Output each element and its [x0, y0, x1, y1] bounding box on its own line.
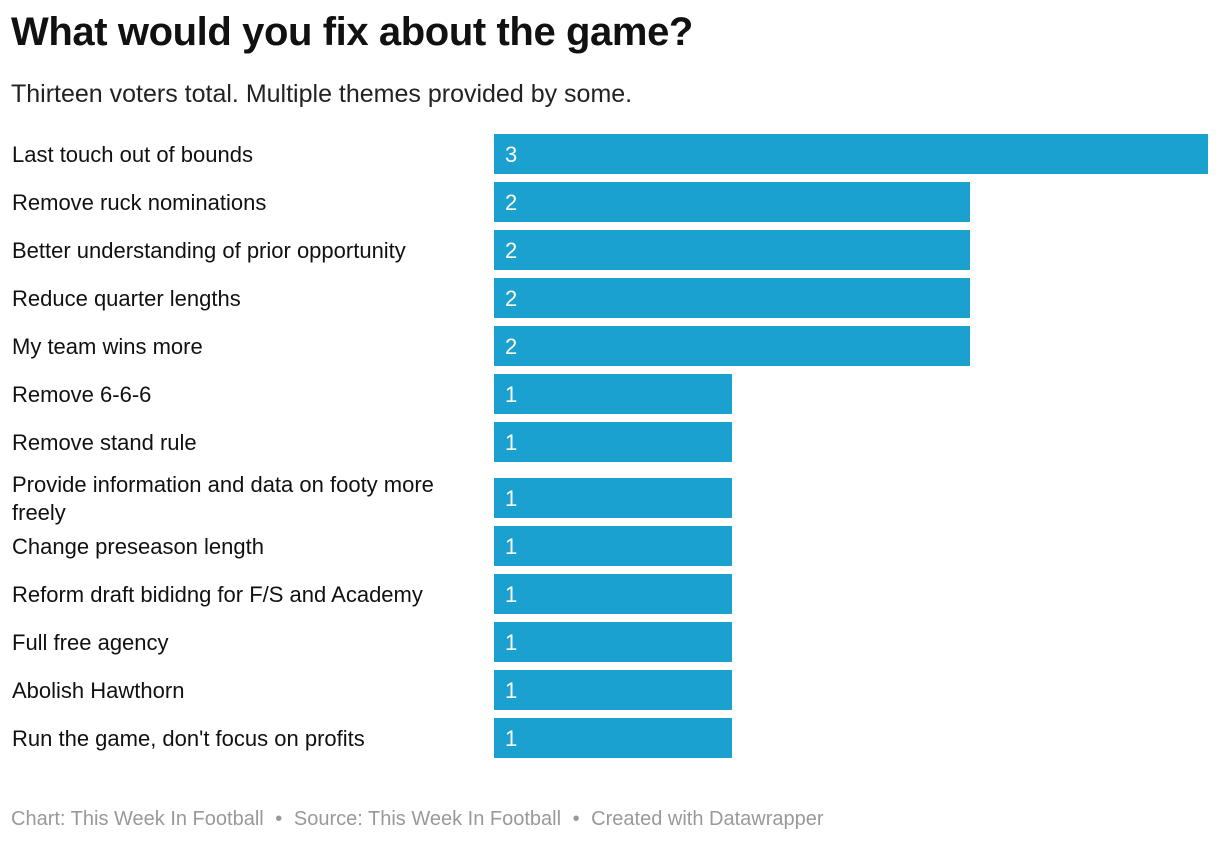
category-label: Remove 6-6-6 — [12, 382, 151, 407]
category-label: Full free agency — [12, 630, 169, 655]
category-label: Better understanding of prior opportunit… — [12, 238, 406, 263]
bar — [494, 134, 1208, 174]
bar — [494, 278, 970, 318]
bar — [494, 422, 732, 462]
category-label: Remove ruck nominations — [12, 190, 266, 215]
chart-footer: Chart: This Week In Football • Source: T… — [11, 808, 824, 831]
category-label: Reform draft bididng for F/S and Academy — [12, 582, 423, 607]
bar-value-label: 2 — [505, 286, 517, 311]
category-label: Last touch out of bounds — [12, 142, 253, 167]
bar-value-label: 2 — [505, 334, 517, 359]
bar — [494, 670, 732, 710]
chart-subtitle: Thirteen voters total. Multiple themes p… — [11, 80, 633, 108]
bar — [494, 622, 732, 662]
bar-value-label: 1 — [505, 486, 517, 511]
bar-value-label: 1 — [505, 534, 517, 559]
bar — [494, 230, 970, 270]
category-label: My team wins more — [12, 334, 203, 359]
bar — [494, 478, 732, 518]
bar-value-label: 1 — [505, 630, 517, 655]
bar — [494, 326, 970, 366]
bar-value-label: 1 — [505, 430, 517, 455]
category-label: Run the game, don't focus on profits — [12, 726, 365, 751]
footer-separator: • — [572, 808, 580, 830]
bar-value-label: 2 — [505, 238, 517, 263]
footer-separator: • — [275, 808, 283, 830]
bar-chart: Last touch out of bounds 3 Remove ruck nom… — [12, 134, 1208, 758]
source-credit: Source: This Week In Football — [293, 808, 562, 830]
category-label: Remove stand rule — [12, 430, 197, 455]
bar-value-label: 2 — [505, 190, 517, 215]
bar — [494, 526, 732, 566]
bar — [494, 182, 970, 222]
chart-title: What would you fix about the game? — [11, 10, 693, 54]
bar-value-label: 1 — [505, 678, 517, 703]
chart-credit: Chart: This Week In Football — [11, 808, 264, 830]
category-label: Provide information and data on footy mo… — [12, 472, 434, 525]
bar — [494, 374, 732, 414]
datawrapper-credit: Created with Datawrapper — [591, 808, 824, 830]
bar-value-label: 1 — [505, 382, 517, 407]
category-label: Change preseason length — [12, 534, 264, 559]
bar — [494, 718, 732, 758]
category-label: Abolish Hawthorn — [12, 678, 184, 703]
bar-value-label: 1 — [505, 726, 517, 751]
bar — [494, 574, 732, 614]
bar-value-label: 3 — [505, 142, 517, 167]
category-label: Reduce quarter lengths — [12, 286, 241, 311]
bar-value-label: 1 — [505, 582, 517, 607]
